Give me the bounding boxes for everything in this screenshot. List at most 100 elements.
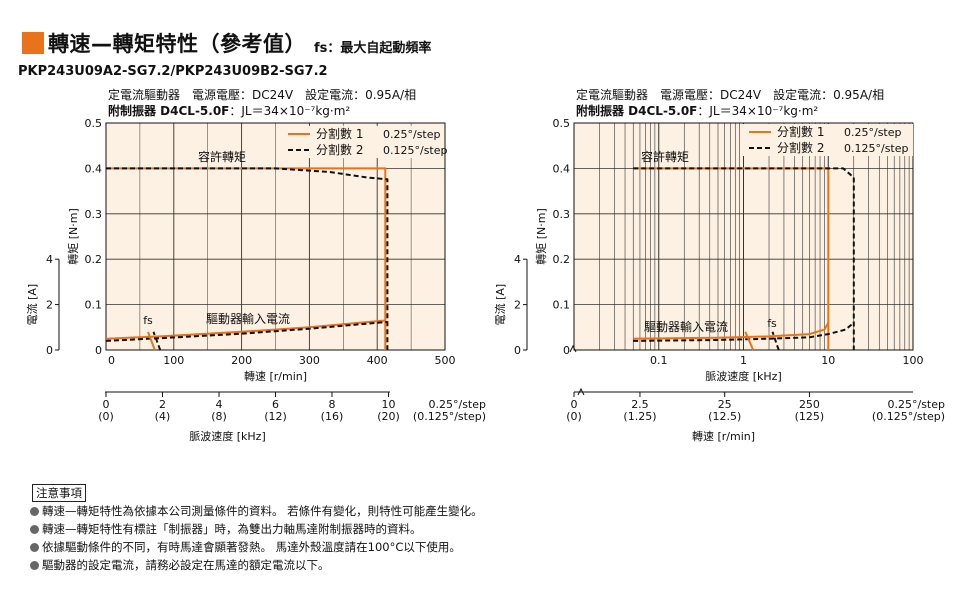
x-tick-label: 0.1 (650, 354, 668, 367)
current-tick-label: 4 (514, 253, 521, 266)
secondary-unit: 0.25°/step (888, 398, 946, 411)
legend-label-series2: 分割數 2 (316, 142, 363, 157)
bullet-icon (30, 506, 39, 516)
legend-label-series2: 分割數 2 (777, 140, 824, 155)
bullet-icon (30, 524, 39, 534)
torque-annotation: 容許轉矩 (641, 149, 689, 164)
x-tick-label: 200 (231, 354, 252, 367)
y-tick-label: 0.2 (85, 253, 103, 266)
title-square-icon (22, 32, 44, 54)
conditions-line1-right: 定電流驅動器 電源電壓：DC24V 設定電流：0.95A/相 (576, 88, 885, 102)
bullet-icon (30, 560, 39, 570)
x-tick-label: 0 (108, 354, 115, 367)
x-tick-label: 300 (299, 354, 320, 367)
note-item: 轉速—轉矩特性為依據本公司測量條件的資料。 若條件有變化，則特性可能產生變化。 (30, 503, 483, 519)
current-annotation: 驅動器輸入電流 (644, 319, 728, 334)
y-tick-label: 0 (563, 344, 570, 357)
legend-step-series2: 0.125°/step (844, 142, 909, 155)
series-line-current (105, 319, 386, 340)
series-line-fs (771, 331, 780, 351)
conditions-line2-left: 附制振器 D4CL-5.0F：JL＝34×10⁻⁷kg·m² (108, 102, 350, 119)
x-axis-label: 脈波速度 [kHz] (705, 369, 782, 383)
secondary-tick-label-alt: (0) (566, 410, 582, 423)
legend-label-series1: 分割數 1 (777, 124, 824, 139)
legend-step-series1: 0.25°/step (383, 128, 441, 141)
model-number: PKP243U09A2-SG7.2/PKP243U09B2-SG7.2 (18, 64, 328, 79)
legend-label-series1: 分割數 1 (316, 126, 363, 141)
x-tick-label: 100 (163, 354, 184, 367)
fs-annotation: fs (143, 314, 153, 327)
secondary-tick-label: 250 (799, 398, 820, 411)
damper-label: 附制振器 D4CL-5.0F (576, 104, 698, 118)
current-tick-label: 2 (514, 299, 521, 312)
inertia-label: ：JL＝34×10⁻⁷kg·m² (229, 104, 351, 118)
legend-box (282, 126, 442, 158)
damper-label: 附制振器 D4CL-5.0F (108, 104, 230, 118)
secondary-tick-label: 0 (103, 398, 110, 411)
note-item: 驅動器的設定電流，請務必設定在馬達的額定電流以下。 (30, 557, 330, 573)
secondary-tick-label: 10 (382, 398, 396, 411)
secondary-tick-label: 8 (328, 398, 335, 411)
current-tick-label: 4 (46, 253, 53, 266)
secondary-tick-label: 25 (718, 398, 732, 411)
secondary-tick-label: 2 (159, 398, 166, 411)
y-axis-label: 轉矩 [N·m] (535, 208, 548, 265)
current-axis-label: 電流 [A] (25, 284, 39, 326)
y-axis-label: 轉矩 [N·m] (67, 208, 80, 265)
series-line-fs (744, 331, 755, 351)
series-line-torque (106, 167, 389, 350)
secondary-tick-label-alt: (0) (98, 410, 114, 423)
inertia-label: ：JL＝34×10⁻⁷kg·m² (697, 104, 819, 118)
series-line-fs (147, 331, 156, 351)
y-tick-label: 0 (95, 344, 102, 357)
x-tick-label: 10 (821, 354, 835, 367)
axis-break-icon (569, 344, 577, 353)
secondary-tick-label-alt: (12) (264, 410, 287, 423)
conditions-line2-right: 附制振器 D4CL-5.0F：JL＝34×10⁻⁷kg·m² (576, 102, 818, 119)
x-tick-label: 500 (435, 354, 456, 367)
chart-speed-torque-khz: 0 0.1 0.2 0.3 0.4 0.5 0.1 1 10 100 轉矩 [N·m] 脈波速度 [k… (493, 117, 946, 443)
secondary-tick-label: 4 (216, 398, 223, 411)
secondary-axis-label: 脈波速度 [kHz] (189, 429, 266, 443)
current-tick-label: 0 (46, 344, 53, 357)
plot-frame (105, 122, 446, 351)
y-tick-label: 0.1 (85, 299, 103, 312)
conditions-line1-left: 定電流驅動器 電源電壓：DC24V 設定電流：0.95A/相 (108, 88, 417, 102)
series-line-fs (152, 331, 162, 351)
note-item: 轉速—轉矩特性有標註「制振器」時，為雙出力軸馬達附制振器時的資料。 (30, 521, 422, 537)
x-tick-label: 100 (903, 354, 924, 367)
title-text: 轉速—轉矩特性（參考值） (48, 32, 306, 56)
y-tick-label: 0.4 (553, 162, 571, 175)
secondary-tick-label: 2.5 (631, 398, 649, 411)
current-axis-label: 電流 [A] (493, 284, 507, 326)
secondary-tick-label-alt: (1.25) (623, 410, 656, 423)
y-tick-label: 0.5 (553, 117, 571, 130)
legend-step-series1: 0.25°/step (844, 126, 902, 139)
series-line-torque (633, 167, 855, 350)
y-tick-label: 0.3 (553, 208, 571, 221)
notes-title: 注意事項 (32, 484, 86, 502)
fs-annotation: fs (767, 317, 777, 330)
y-tick-label: 0.5 (85, 117, 103, 130)
plot-frame (573, 122, 914, 351)
legend-box (743, 124, 913, 156)
current-tick-label: 0 (514, 344, 521, 357)
secondary-tick-label-alt: (12.5) (708, 410, 741, 423)
secondary-unit: 0.25°/step (429, 398, 487, 411)
x-axis-label: 轉速 [r/min] (244, 370, 307, 383)
y-tick-label: 0.1 (553, 299, 571, 312)
series-line-current (633, 322, 830, 340)
current-annotation: 驅動器輸入電流 (206, 311, 290, 326)
secondary-tick-label: 0 (571, 398, 578, 411)
y-tick-label: 0.3 (85, 208, 103, 221)
page-title: 轉速—轉矩特性（參考值） fs：最大自起動頻率 (22, 28, 431, 58)
axis-break-icon (577, 387, 585, 396)
secondary-unit-alt: (0.125°/step) (872, 410, 945, 423)
title-subtitle: fs：最大自起動頻率 (314, 40, 432, 56)
y-tick-label: 0.4 (85, 162, 103, 175)
torque-annotation: 容許轉矩 (198, 149, 246, 164)
secondary-tick-label-alt: (16) (321, 410, 344, 423)
secondary-axis-label: 轉速 [r/min] (692, 430, 755, 443)
bullet-icon (30, 542, 39, 552)
